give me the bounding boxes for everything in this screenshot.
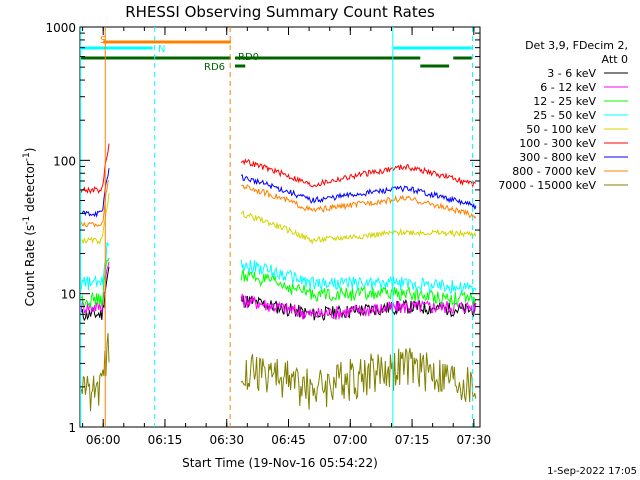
- series-line: [240, 347, 477, 410]
- plot-frame: [79, 26, 481, 428]
- legend-label: 100 - 300 keV: [519, 137, 596, 150]
- saa-label: S: [100, 35, 106, 46]
- series-line: [240, 259, 477, 294]
- rd0-label: RD0: [238, 52, 259, 63]
- x-tick-label: 06:00: [86, 433, 121, 447]
- series-line: [240, 295, 476, 321]
- legend-header-2: Att 0: [602, 53, 628, 66]
- night-label: N: [158, 44, 165, 55]
- series-line: [240, 269, 477, 308]
- legend-label: 12 - 25 keV: [533, 95, 596, 108]
- x-tick-label: 07:15: [395, 433, 430, 447]
- y-tick-label: 10: [61, 288, 76, 302]
- legend-label: 300 - 800 keV: [519, 151, 596, 164]
- rd6-label: RD6: [204, 62, 225, 73]
- series-line: [80, 333, 110, 412]
- legend-label: 25 - 50 keV: [533, 109, 596, 122]
- legend-label: 50 - 100 keV: [526, 123, 596, 136]
- y-tick-label: 1000: [45, 21, 76, 35]
- chart-title: RHESSI Observing Summary Count Rates: [125, 3, 435, 21]
- status-bars: [80, 40, 472, 68]
- series-line: [240, 158, 476, 189]
- series-line: [81, 193, 110, 245]
- series-line: [80, 266, 110, 322]
- x-axis-label: Start Time (19-Nov-16 05:54:22): [182, 456, 378, 470]
- legend-label: 800 - 7000 keV: [512, 165, 596, 178]
- data-series: [80, 143, 477, 412]
- series-line: [241, 184, 477, 219]
- series-line: [80, 143, 110, 195]
- x-tick-label: 06:45: [271, 433, 306, 447]
- x-tick-label: 07:30: [457, 433, 492, 447]
- y-tick-label: 1: [68, 421, 76, 435]
- legend-label: 3 - 6 keV: [547, 67, 596, 80]
- legend-label: 7000 - 15000 keV: [498, 179, 596, 192]
- timestamp: 1-Sep-2022 17:05: [547, 466, 637, 477]
- legend-label: 6 - 12 keV: [540, 81, 596, 94]
- series-line: [80, 261, 110, 315]
- y-tick-label: 100: [53, 154, 76, 168]
- x-tick-label: 06:15: [148, 433, 183, 447]
- time-markers: [80, 27, 473, 427]
- series-line: [80, 180, 110, 228]
- y-axis-label: Count Rate (s-1 detector-1): [22, 148, 37, 307]
- x-tick-label: 07:00: [333, 433, 368, 447]
- x-tick-label: 06:30: [209, 433, 244, 447]
- series-line: [81, 168, 110, 218]
- series-line: [240, 173, 477, 210]
- series-line: [240, 293, 477, 320]
- series-line: [80, 241, 110, 291]
- legend-header-1: Det 3,9, FDecim 2,: [525, 39, 628, 52]
- series-line: [80, 257, 110, 309]
- series-line: [240, 210, 477, 245]
- axis-ticks: 06:00 06:15 06:30 06:45 07:00 07:15 07:30 1 10 10…: [45, 21, 491, 447]
